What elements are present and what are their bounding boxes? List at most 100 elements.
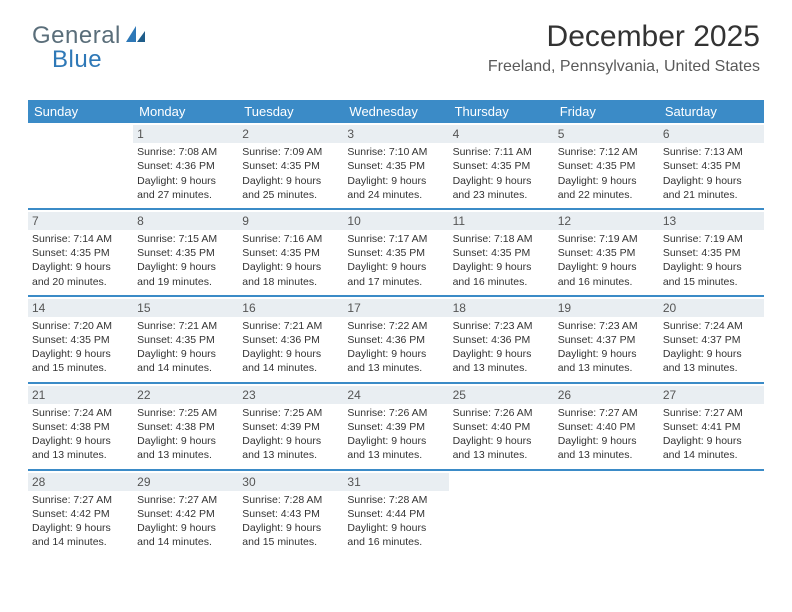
sunset-line: Sunset: 4:36 PM — [453, 333, 550, 347]
sunrise-line: Sunrise: 7:28 AM — [242, 493, 339, 507]
sunset-line: Sunset: 4:36 PM — [347, 333, 444, 347]
day-number: 15 — [133, 299, 238, 317]
daylight-line: Daylight: 9 hours and 16 minutes. — [558, 260, 655, 288]
day-number: 11 — [449, 212, 554, 230]
daylight-line: Daylight: 9 hours and 13 minutes. — [453, 434, 550, 462]
daylight-line: Daylight: 9 hours and 13 minutes. — [347, 347, 444, 375]
daylight-line: Daylight: 9 hours and 13 minutes. — [242, 434, 339, 462]
sunrise-line: Sunrise: 7:10 AM — [347, 145, 444, 159]
day-number: 13 — [659, 212, 764, 230]
day-cell: 27Sunrise: 7:27 AMSunset: 4:41 PMDayligh… — [659, 383, 764, 470]
day-number: 9 — [238, 212, 343, 230]
header-right: December 2025 Freeland, Pennsylvania, Un… — [488, 20, 760, 76]
day-cell: 13Sunrise: 7:19 AMSunset: 4:35 PMDayligh… — [659, 209, 764, 296]
day-cell: 25Sunrise: 7:26 AMSunset: 4:40 PMDayligh… — [449, 383, 554, 470]
sunset-line: Sunset: 4:37 PM — [558, 333, 655, 347]
header-row: Sunday Monday Tuesday Wednesday Thursday… — [28, 100, 764, 123]
sunset-line: Sunset: 4:38 PM — [32, 420, 129, 434]
logo-sail-icon — [125, 25, 147, 48]
daylight-line: Daylight: 9 hours and 15 minutes. — [663, 260, 760, 288]
sunrise-line: Sunrise: 7:21 AM — [242, 319, 339, 333]
daylight-line: Daylight: 9 hours and 27 minutes. — [137, 174, 234, 202]
day-number: 28 — [28, 473, 133, 491]
month-title: December 2025 — [488, 20, 760, 54]
day-number: 16 — [238, 299, 343, 317]
day-cell: 20Sunrise: 7:24 AMSunset: 4:37 PMDayligh… — [659, 296, 764, 383]
sunrise-line: Sunrise: 7:21 AM — [137, 319, 234, 333]
day-number: 4 — [449, 125, 554, 143]
day-cell: 23Sunrise: 7:25 AMSunset: 4:39 PMDayligh… — [238, 383, 343, 470]
sunrise-line: Sunrise: 7:23 AM — [453, 319, 550, 333]
day-number: 1 — [133, 125, 238, 143]
sunrise-line: Sunrise: 7:18 AM — [453, 232, 550, 246]
sunset-line: Sunset: 4:44 PM — [347, 507, 444, 521]
day-cell: 5Sunrise: 7:12 AMSunset: 4:35 PMDaylight… — [554, 123, 659, 209]
sunrise-line: Sunrise: 7:13 AM — [663, 145, 760, 159]
daylight-line: Daylight: 9 hours and 23 minutes. — [453, 174, 550, 202]
sunset-line: Sunset: 4:35 PM — [242, 159, 339, 173]
sunrise-line: Sunrise: 7:27 AM — [137, 493, 234, 507]
day-cell: 24Sunrise: 7:26 AMSunset: 4:39 PMDayligh… — [343, 383, 448, 470]
sunset-line: Sunset: 4:35 PM — [347, 246, 444, 260]
day-number: 25 — [449, 386, 554, 404]
day-number: 29 — [133, 473, 238, 491]
day-cell: 8Sunrise: 7:15 AMSunset: 4:35 PMDaylight… — [133, 209, 238, 296]
day-number: 10 — [343, 212, 448, 230]
daylight-line: Daylight: 9 hours and 13 minutes. — [453, 347, 550, 375]
col-friday: Friday — [554, 100, 659, 123]
daylight-line: Daylight: 9 hours and 13 minutes. — [558, 434, 655, 462]
logo-text-blue: Blue — [52, 46, 102, 73]
daylight-line: Daylight: 9 hours and 25 minutes. — [242, 174, 339, 202]
day-number: 17 — [343, 299, 448, 317]
day-cell — [659, 470, 764, 556]
daylight-line: Daylight: 9 hours and 15 minutes. — [242, 521, 339, 549]
sunrise-line: Sunrise: 7:27 AM — [663, 406, 760, 420]
location-subtitle: Freeland, Pennsylvania, United States — [488, 58, 760, 76]
daylight-line: Daylight: 9 hours and 16 minutes. — [347, 521, 444, 549]
day-cell: 21Sunrise: 7:24 AMSunset: 4:38 PMDayligh… — [28, 383, 133, 470]
col-sunday: Sunday — [28, 100, 133, 123]
day-number: 12 — [554, 212, 659, 230]
daylight-line: Daylight: 9 hours and 14 minutes. — [242, 347, 339, 375]
day-number: 24 — [343, 386, 448, 404]
calendar-table: Sunday Monday Tuesday Wednesday Thursday… — [28, 100, 764, 555]
daylight-line: Daylight: 9 hours and 21 minutes. — [663, 174, 760, 202]
sunset-line: Sunset: 4:35 PM — [137, 246, 234, 260]
daylight-line: Daylight: 9 hours and 14 minutes. — [137, 347, 234, 375]
sunset-line: Sunset: 4:36 PM — [242, 333, 339, 347]
day-number: 30 — [238, 473, 343, 491]
col-thursday: Thursday — [449, 100, 554, 123]
sunset-line: Sunset: 4:40 PM — [558, 420, 655, 434]
day-number: 19 — [554, 299, 659, 317]
daylight-line: Daylight: 9 hours and 16 minutes. — [453, 260, 550, 288]
day-cell: 11Sunrise: 7:18 AMSunset: 4:35 PMDayligh… — [449, 209, 554, 296]
day-number: 22 — [133, 386, 238, 404]
day-number: 7 — [28, 212, 133, 230]
sunrise-line: Sunrise: 7:22 AM — [347, 319, 444, 333]
sunset-line: Sunset: 4:41 PM — [663, 420, 760, 434]
sunset-line: Sunset: 4:35 PM — [242, 246, 339, 260]
day-cell: 18Sunrise: 7:23 AMSunset: 4:36 PMDayligh… — [449, 296, 554, 383]
day-cell: 10Sunrise: 7:17 AMSunset: 4:35 PMDayligh… — [343, 209, 448, 296]
table-row: 7Sunrise: 7:14 AMSunset: 4:35 PMDaylight… — [28, 209, 764, 296]
day-cell: 15Sunrise: 7:21 AMSunset: 4:35 PMDayligh… — [133, 296, 238, 383]
day-cell: 16 Sunrise: 7:21 AMSunset: 4:36 PMDayligh… — [238, 296, 343, 383]
day-number: 27 — [659, 386, 764, 404]
daylight-line: Daylight: 9 hours and 13 minutes. — [347, 434, 444, 462]
sunrise-line: Sunrise: 7:19 AM — [558, 232, 655, 246]
sunset-line: Sunset: 4:35 PM — [663, 246, 760, 260]
daylight-line: Daylight: 9 hours and 18 minutes. — [242, 260, 339, 288]
day-number: 14 — [28, 299, 133, 317]
day-cell — [554, 470, 659, 556]
day-cell: 12Sunrise: 7:19 AMSunset: 4:35 PMDayligh… — [554, 209, 659, 296]
sunset-line: Sunset: 4:39 PM — [242, 420, 339, 434]
day-cell: 6Sunrise: 7:13 AMSunset: 4:35 PMDaylight… — [659, 123, 764, 209]
day-cell: 26Sunrise: 7:27 AMSunset: 4:40 PMDayligh… — [554, 383, 659, 470]
daylight-line: Daylight: 9 hours and 13 minutes. — [137, 434, 234, 462]
day-cell: 30Sunrise: 7:28 AMSunset: 4:43 PMDayligh… — [238, 470, 343, 556]
day-number: 6 — [659, 125, 764, 143]
sunrise-line: Sunrise: 7:20 AM — [32, 319, 129, 333]
day-number: 20 — [659, 299, 764, 317]
sunset-line: Sunset: 4:39 PM — [347, 420, 444, 434]
sunrise-line: Sunrise: 7:28 AM — [347, 493, 444, 507]
